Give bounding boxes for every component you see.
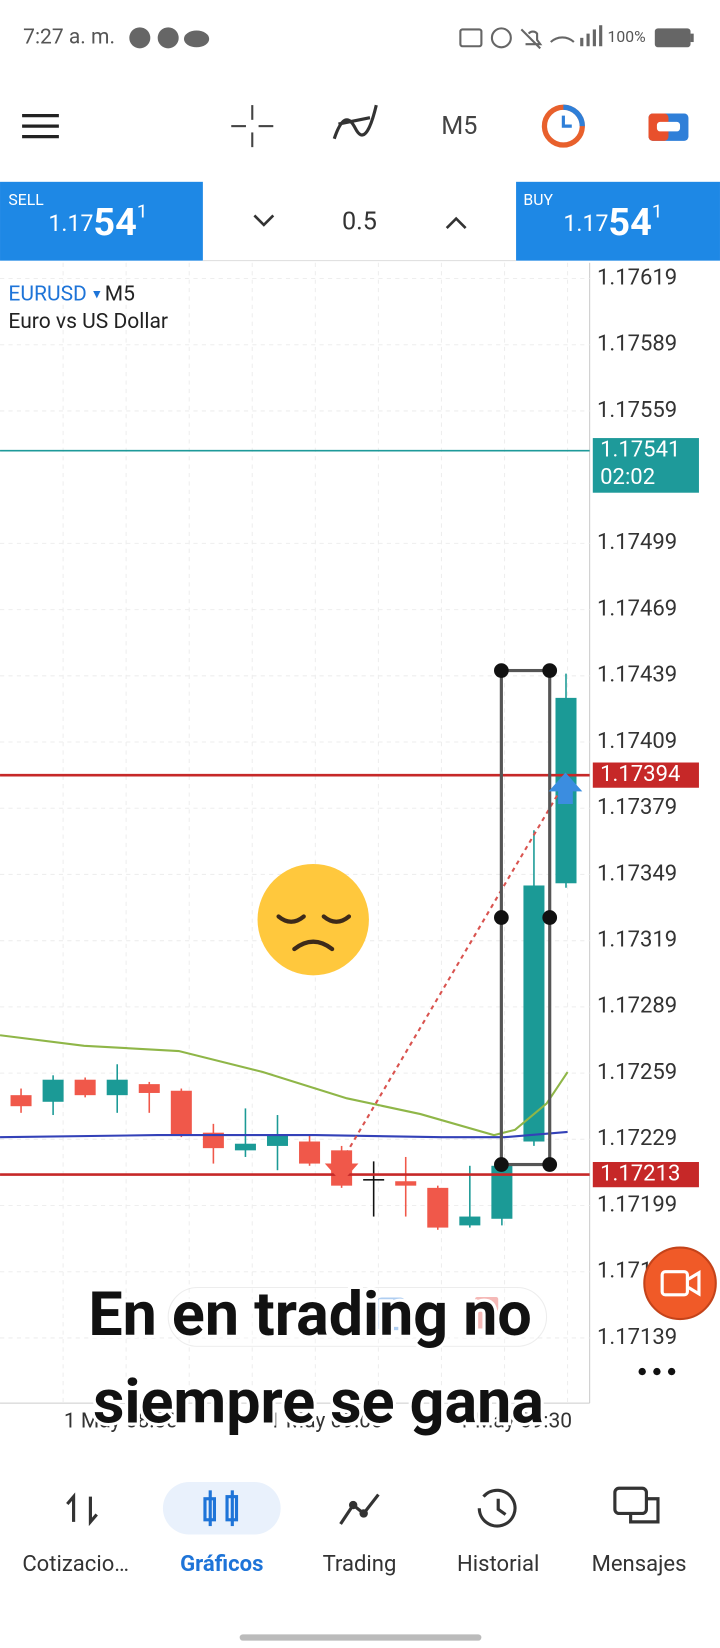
timeframe-button[interactable]: M5 <box>441 112 477 141</box>
price-label-box <box>592 1162 699 1188</box>
symbol-description: Euro vs US Dollar <box>8 309 168 334</box>
price-tick-label: 1.17229 <box>597 1126 677 1151</box>
price-part: 1.17 <box>563 210 608 237</box>
price-tick-label: 1.17289 <box>597 994 677 1019</box>
candle-body <box>266 1134 289 1146</box>
battery-level: 100% <box>608 27 646 46</box>
drawing-objects <box>0 663 583 1183</box>
record-button[interactable] <box>643 1246 717 1321</box>
price-tick-label: 1.17409 <box>597 729 677 754</box>
nav-history[interactable]: Historial <box>457 1488 539 1577</box>
price-tick-label: 1.17319 <box>597 927 677 952</box>
nav-trading[interactable]: Trading <box>323 1493 397 1577</box>
nav-label: Trading <box>323 1552 397 1577</box>
price-label: 1.17213 <box>600 1161 680 1186</box>
candle-body <box>459 1216 481 1226</box>
candle-body <box>10 1095 32 1107</box>
nav-messages[interactable]: Mensajes <box>592 1486 687 1577</box>
nav-label: Gráficos <box>180 1552 263 1577</box>
price-tick-label: 1.17559 <box>597 398 677 423</box>
crosshair-button[interactable] <box>231 105 274 148</box>
price-part: 54 <box>93 201 136 245</box>
sell-price: 1.17541 <box>48 199 147 245</box>
candle-body <box>202 1132 224 1149</box>
candle-body <box>74 1079 96 1096</box>
menu-button[interactable] <box>22 114 59 139</box>
candle-body <box>363 1179 385 1181</box>
price-part: 1 <box>652 199 663 222</box>
nav-label: Cotizacio… <box>22 1552 129 1577</box>
price-label-box <box>592 438 699 493</box>
one-click-button[interactable] <box>648 113 689 141</box>
price-tick-label: 1.17589 <box>597 332 677 357</box>
price-tick-label: 1.17499 <box>597 530 677 555</box>
sell-button[interactable] <box>0 181 203 261</box>
chart: 1.17619 1.17589 1.17559 1.17499 1.17469 1.174… <box>0 262 699 1404</box>
nav-charts[interactable]: Gráficos <box>180 1490 263 1577</box>
buy-arrow <box>548 772 583 805</box>
time-label: 1 May 08:30 <box>64 1409 178 1434</box>
buy-price: 1.17541 <box>563 199 662 245</box>
home-indicator <box>239 1634 482 1641</box>
sell-arrow <box>324 1150 359 1183</box>
more-button[interactable] <box>638 1367 676 1376</box>
object-toolbar <box>167 1286 548 1347</box>
indicators-button[interactable] <box>332 104 378 140</box>
price-part: 1 <box>137 199 148 222</box>
candle-body <box>427 1187 449 1228</box>
sad-emoji <box>257 863 369 976</box>
chart-header: EURUSD ▾ M5 <box>8 281 134 306</box>
chart-timeframe: M5 <box>105 281 135 306</box>
candle-body <box>491 1165 513 1219</box>
moving-average <box>0 1130 568 1139</box>
nav-label: Mensajes <box>592 1552 687 1577</box>
status-icons <box>129 25 694 50</box>
price-tick-label: 1.17619 <box>597 265 677 290</box>
volume-up[interactable] <box>445 216 467 230</box>
status-time: 7:27 a. m. <box>23 24 115 49</box>
candle-body <box>299 1141 321 1164</box>
sell-label: SELL <box>8 190 44 209</box>
price-label: 1.17541 <box>600 438 680 463</box>
caption-line: siempre se gana <box>93 1365 544 1437</box>
buy-button[interactable] <box>516 181 720 261</box>
price-tick-label: 1.17349 <box>597 861 677 886</box>
price-tick-label: 1.17379 <box>597 795 677 820</box>
candle-body <box>523 885 545 1142</box>
trade-line <box>340 777 569 1162</box>
history-chart-button[interactable] <box>541 104 585 148</box>
price-label-box <box>592 762 699 788</box>
volume[interactable]: 0.5 <box>342 207 377 236</box>
nav-label: Historial <box>457 1552 539 1577</box>
candle-body <box>106 1079 128 1096</box>
bottom-navigation: Cotizacio… Gráficos Trading Historial Me… <box>22 1481 687 1577</box>
candle-body <box>42 1079 64 1102</box>
candle-body <box>138 1084 160 1093</box>
candle-body <box>234 1143 256 1151</box>
candle-body <box>395 1181 417 1186</box>
price-label: 1.17394 <box>600 762 680 787</box>
volume-down[interactable] <box>253 214 275 227</box>
anchor-points <box>494 663 558 1172</box>
price-part: 1.17 <box>48 210 93 237</box>
caption-line: En en trading no <box>88 1278 531 1350</box>
price-tick-label: 1.17469 <box>597 596 677 621</box>
price-part: 54 <box>608 201 651 245</box>
candle-body <box>170 1090 192 1135</box>
time-label: 1 May 09:30 <box>458 1409 572 1434</box>
time-label: 1 May 09:00 <box>269 1409 383 1434</box>
nav-quotes[interactable]: Cotizacio… <box>22 1492 129 1577</box>
price-tick-label: 1.17259 <box>597 1060 677 1085</box>
bar-timer: 02:02 <box>600 465 655 490</box>
symbol: EURUSD <box>8 281 86 306</box>
buy-label: BUY <box>523 190 553 209</box>
active-indicator <box>162 1481 281 1535</box>
price-tick-label: 1.17199 <box>597 1192 677 1217</box>
price-tick-label: 1.17139 <box>597 1325 677 1350</box>
moving-average <box>0 1034 569 1137</box>
price-tick-label: 1.17439 <box>597 663 677 688</box>
